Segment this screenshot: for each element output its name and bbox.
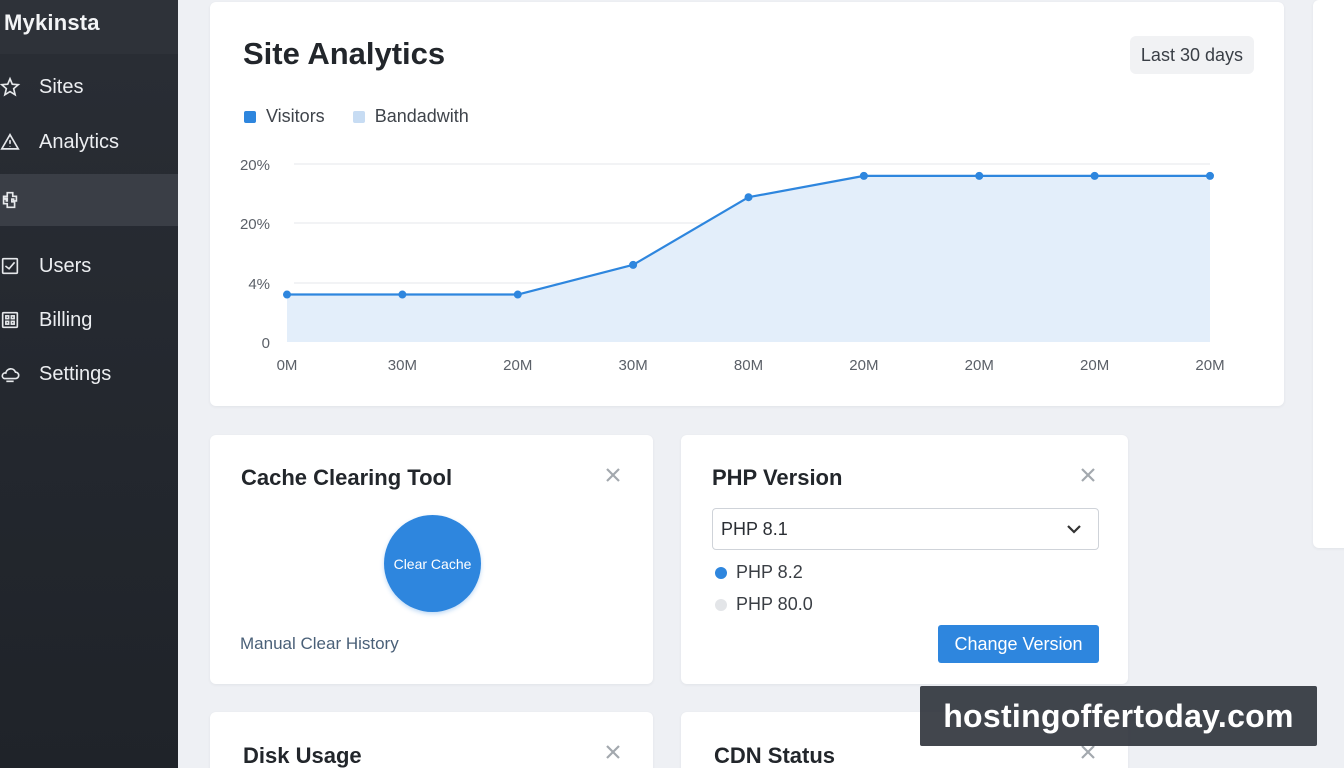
sidebar-item-label: Users [39, 254, 92, 277]
selected-value: PHP 8.1 [721, 518, 788, 539]
radio-label: PHP 8.2 [736, 562, 803, 582]
x-tick-label: 20M [1080, 357, 1109, 374]
change-version-button[interactable]: Change Version [938, 625, 1099, 663]
cache-clearing-card: Cache Clearing Tool Clear Cache Manual C… [210, 435, 653, 684]
radio-checked-icon [715, 566, 727, 579]
x-tick-label: 20M [849, 357, 878, 374]
star-icon [0, 75, 22, 99]
php-version-select[interactable]: PHP 8.1 [712, 508, 1099, 550]
analytics-chart: 0 4% 20% 20% 0M 30M 20M 30M 80M 20M 20M 20M 20M [240, 157, 1225, 374]
legend-item-visitors[interactable]: Visitors [244, 106, 325, 127]
sidebar-item-analytics[interactable]: Analytics [0, 116, 178, 168]
sidebar-item-label: Analytics [39, 130, 120, 153]
card-title: Disk Usage [243, 743, 362, 768]
sidebar-item-plugins[interactable] [0, 174, 178, 226]
card-title: Cache Clearing Tool [241, 465, 453, 490]
legend-label: Bandadwith [374, 106, 469, 126]
site-analytics-card: Site Analytics Last 30 days Visitors Ban… [210, 2, 1284, 406]
radio-unchecked-icon [715, 598, 727, 611]
watermark: hostingoffertoday.com [920, 686, 1317, 746]
manual-clear-history-link[interactable]: Manual Clear History [240, 634, 399, 653]
php-option-radio[interactable]: PHP 80.0 [715, 594, 813, 615]
legend-item-bandwidth[interactable]: Bandadwith [352, 106, 469, 127]
data-point [859, 171, 868, 180]
sidebar-item-label: Settings [39, 362, 112, 385]
disk-usage-card: Disk Usage [210, 712, 653, 768]
legend-label: Visitors [266, 106, 325, 126]
card-title: Site Analytics [243, 36, 446, 71]
cloud-icon [0, 362, 22, 386]
data-point [1206, 171, 1214, 180]
grid-icon [0, 308, 22, 332]
php-version-card: PHP Version PHP 8.1 PHP 8.2 PHP 80.0 Cha… [681, 435, 1128, 684]
side-panel-edge [1313, 0, 1344, 548]
data-point [1090, 171, 1099, 180]
card-title: CDN Status [714, 743, 836, 768]
brand-bar [0, 0, 178, 54]
data-point [744, 193, 753, 202]
php-option-radio[interactable]: PHP 8.2 [715, 562, 803, 583]
data-point [629, 260, 638, 269]
data-point [975, 171, 984, 180]
area-fill [287, 175, 1210, 342]
sidebar-item-sites[interactable]: Sites [0, 61, 178, 113]
sidebar-item-settings[interactable]: Settings [0, 348, 178, 400]
x-tick-label: 20M [965, 357, 994, 374]
data-point [513, 290, 522, 299]
close-icon[interactable] [603, 465, 623, 485]
y-tick-label: 20% [240, 216, 270, 233]
x-tick-label: 0M [277, 357, 298, 374]
sidebar: Mykinsta Sites Analytics Users Billing [0, 0, 178, 768]
sidebar-item-label: Sites [39, 75, 84, 98]
chart-legend: Visitors Bandadwith [244, 106, 469, 127]
sidebar-item-billing[interactable]: Billing [0, 294, 178, 346]
checkbox-icon [0, 254, 22, 278]
legend-swatch [244, 110, 256, 123]
x-tick-label: 30M [388, 357, 417, 374]
date-range-button[interactable]: Last 30 days [1129, 36, 1254, 74]
data-point [398, 290, 407, 299]
sidebar-item-users[interactable]: Users [0, 240, 178, 292]
close-icon[interactable] [1078, 465, 1098, 485]
radio-label: PHP 80.0 [736, 594, 813, 614]
legend-swatch [352, 110, 365, 123]
close-icon[interactable] [1078, 742, 1098, 762]
puzzle-icon [0, 188, 22, 212]
x-tick-label: 20M [503, 357, 532, 374]
close-icon[interactable] [603, 742, 623, 762]
card-title: PHP Version [712, 465, 843, 490]
x-tick-label: 20M [1195, 357, 1224, 374]
y-tick-label: 20% [240, 157, 270, 174]
data-point [283, 290, 291, 299]
y-tick-label: 4% [248, 276, 270, 293]
x-tick-label: 80M [734, 357, 763, 374]
y-tick-label: 0 [262, 335, 270, 352]
chevron-down-icon [1064, 519, 1084, 539]
brand-logo[interactable]: Mykinsta [4, 10, 100, 35]
warning-triangle-icon [0, 130, 22, 154]
clear-cache-button[interactable]: Clear Cache [384, 515, 481, 612]
sidebar-item-label: Billing [39, 308, 93, 331]
x-tick-label: 30M [619, 357, 648, 374]
